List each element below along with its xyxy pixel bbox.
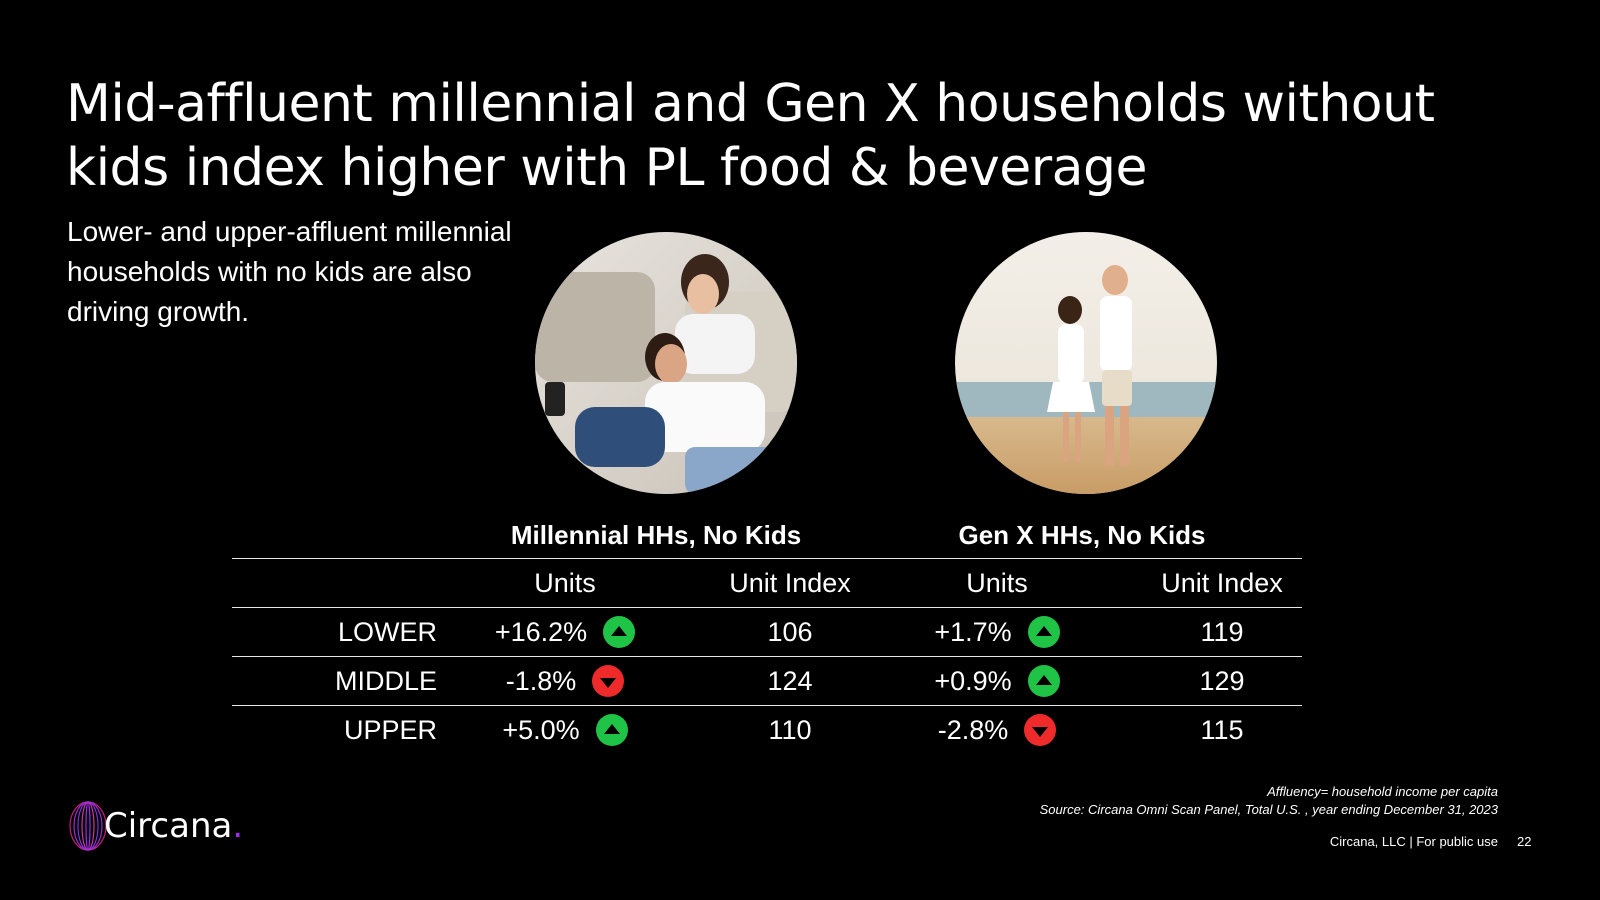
- divider: [232, 656, 1302, 657]
- group-header-millennial: Millennial HHs, No Kids: [510, 520, 802, 550]
- units-value: -2.8%: [937, 715, 1009, 745]
- group-header-row: Millennial HHs, No Kids Gen X HHs, No Ki…: [232, 510, 1302, 558]
- circana-logo: Circana.: [66, 800, 243, 852]
- table-row: LOWER +16.2% 106 +1.7% 119: [232, 608, 1302, 656]
- units-value: +1.7%: [934, 617, 1012, 647]
- trend-up-icon: [1027, 665, 1060, 697]
- table-row: MIDDLE -1.8% 124 +0.9% 129: [232, 657, 1302, 705]
- trend-up-icon: [603, 616, 636, 648]
- units-value: +0.9%: [934, 666, 1012, 696]
- affluence-table: Millennial HHs, No Kids Gen X HHs, No Ki…: [232, 510, 1302, 754]
- circana-logo-mark-icon: [69, 801, 107, 851]
- footer-text: Circana, LLC | For public use: [1329, 834, 1498, 849]
- units-value: +5.0%: [502, 715, 580, 745]
- slide-subtitle: Lower- and upper-affluent millennial hou…: [67, 216, 512, 327]
- divider: [232, 558, 1302, 559]
- millennial-couple-photo: [535, 232, 797, 494]
- row-label: LOWER: [337, 617, 437, 647]
- logo-dot: .: [232, 806, 244, 846]
- column-header-unit-index: Unit Index: [1161, 568, 1283, 598]
- unit-index-value: 124: [767, 666, 813, 696]
- affluency-note: Affluency= household income per capita: [1267, 784, 1498, 799]
- row-label: UPPER: [343, 715, 437, 745]
- divider: [232, 705, 1302, 706]
- unit-index-value: 129: [1199, 666, 1245, 696]
- column-header-row: Units Unit Index Units Unit Index: [232, 559, 1302, 607]
- trend-down-icon: [592, 665, 625, 697]
- units-value: +16.2%: [494, 617, 588, 647]
- column-header-unit-index: Unit Index: [729, 568, 851, 598]
- table-row: UPPER +5.0% 110 -2.8% 115: [232, 706, 1302, 754]
- unit-index-value: 115: [1200, 715, 1244, 745]
- trend-down-icon: [1024, 714, 1057, 746]
- column-header-units: Units: [534, 568, 596, 598]
- source-note: Source: Circana Omni Scan Panel, Total U…: [1039, 802, 1498, 817]
- page-number: 22: [1517, 834, 1532, 849]
- units-value: -1.8%: [505, 666, 577, 696]
- row-label: MIDDLE: [334, 666, 437, 696]
- column-header-units: Units: [966, 568, 1028, 598]
- trend-up-icon: [1027, 616, 1060, 648]
- slide-title: Mid-affluent millennial and Gen X househ…: [66, 74, 1435, 198]
- divider: [232, 607, 1302, 608]
- unit-index-value: 119: [1200, 617, 1244, 647]
- logo-wordmark: Circana: [104, 806, 233, 846]
- trend-up-icon: [595, 714, 628, 746]
- genx-couple-beach-photo: [955, 232, 1217, 494]
- group-header-genx: Gen X HHs, No Kids: [958, 520, 1206, 550]
- unit-index-value: 110: [768, 715, 812, 745]
- unit-index-value: 106: [767, 617, 813, 647]
